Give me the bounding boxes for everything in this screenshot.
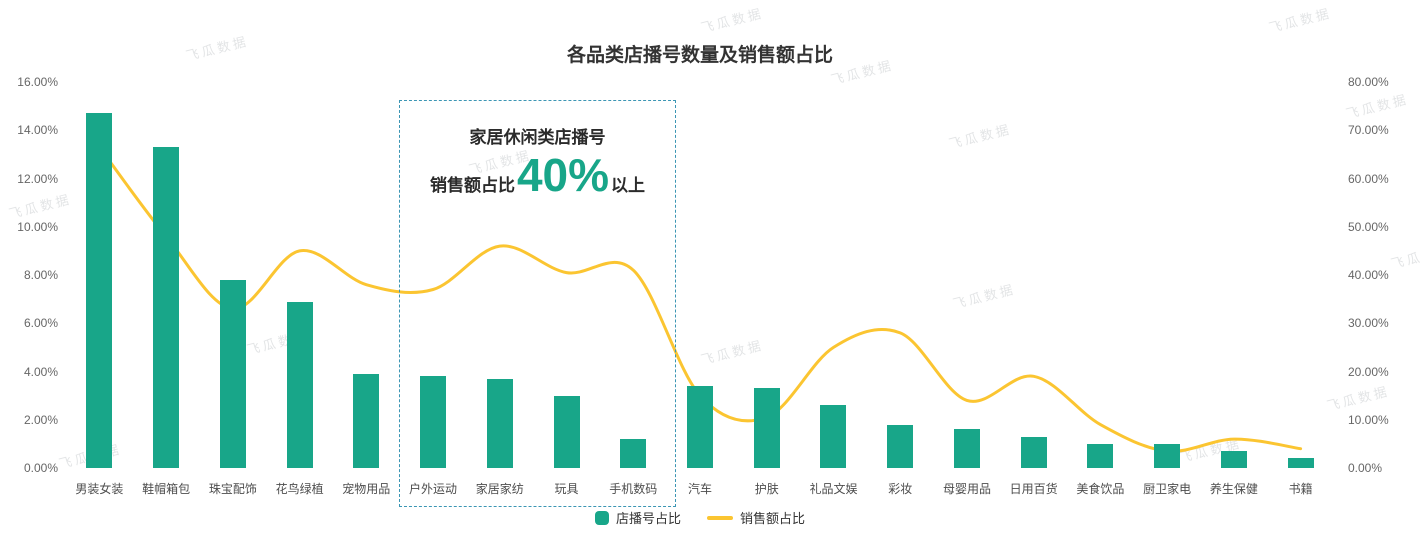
annotation-line2: 销售额占比 40% 以上 [400,152,675,198]
line-series-path[interactable] [97,145,1303,453]
x-axis-category-label: 家居家纺 [475,482,524,496]
x-axis-category-label: 珠宝配饰 [208,482,257,496]
bar[interactable] [353,373,380,468]
x-axis-category-label: 美食饮品 [1076,482,1125,496]
bar[interactable] [620,439,647,468]
left-axis-tick-label: 10.00% [17,219,58,234]
right-axis-tick-label: 80.00% [1348,75,1389,89]
left-axis-tick-label: 2.00% [23,412,58,427]
bar[interactable] [1020,436,1047,468]
left-axis-tick-label: 0.00% [23,461,58,475]
right-axis-tick-label: 60.00% [1348,171,1389,186]
left-axis-tick-label: 12.00% [17,171,58,186]
bar-series-legend-marker [594,510,609,525]
bar[interactable] [486,378,513,468]
annotation-line1: 家居休闲类店播号 [469,128,606,147]
legend: 店播号占比 销售额占比 [66,508,1334,527]
x-axis-category-label: 户外运动 [409,482,458,496]
left-axis-tick-label: 16.00% [17,75,58,89]
x-axis-category-label: 玩具 [554,482,579,496]
bar[interactable] [153,147,180,468]
left-axis-tick-label: 6.00% [23,316,58,331]
bar[interactable] [420,376,447,468]
plot-area [66,82,1334,468]
x-axis-category-label: 男装女装 [75,482,124,496]
left-axis-tick-label: 8.00% [23,268,58,282]
x-axis-category-label: 护肤 [754,482,779,496]
legend-item-bar-series[interactable]: 店播号占比 [594,508,681,527]
bar[interactable] [753,388,780,468]
legend-item-line-series[interactable]: 销售额占比 [707,508,805,527]
x-axis-category-label: 日用百货 [1009,482,1058,496]
x-axis-category-label: 养生保健 [1209,482,1258,496]
x-axis-category-label: 宠物用品 [342,482,391,496]
line-series-legend-marker [707,515,733,520]
left-axis-tick-label: 14.00% [17,123,58,138]
legend-label-line-series: 销售额占比 [740,511,806,526]
bar[interactable] [219,279,246,468]
bar[interactable] [887,424,914,468]
x-axis-category-label: 厨卫家电 [1143,482,1192,496]
bar[interactable] [1087,443,1114,468]
x-axis-category-label: 母婴用品 [942,482,991,496]
right-axis-tick-label: 30.00% [1348,316,1389,331]
x-axis-category-label: 汽车 [687,482,712,496]
x-axis-category-label: 手机数码 [609,482,658,496]
bar[interactable] [1220,451,1247,468]
annotation-suffix: 以上 [611,176,646,195]
annotation-box: 家居休闲类店播号 销售额占比 40% 以上 [399,100,676,507]
annotation-prefix: 销售额占比 [429,176,515,195]
chart-title: 各品类店播号数量及销售额占比 [566,45,833,66]
right-axis-tick-label: 40.00% [1348,268,1389,282]
right-axis-tick-label: 20.00% [1348,364,1389,379]
x-axis-category-label: 鞋帽箱包 [142,482,191,496]
bar[interactable] [953,429,980,468]
line-series-layer [97,145,1303,453]
right-axis-tick-label: 0.00% [1348,461,1383,475]
bar[interactable] [286,301,313,468]
x-axis-category-label: 礼品文娱 [809,482,858,496]
annotation-highlight: 40% [516,149,610,201]
legend-label-bar-series: 店播号占比 [615,511,681,526]
x-axis-category-label: 彩妆 [888,482,913,496]
right-axis-tick-label: 70.00% [1348,123,1389,138]
x-axis-category-label: 书籍 [1288,482,1313,496]
bar[interactable] [86,113,113,468]
bar[interactable] [553,395,580,468]
x-axis-category-label: 花鸟绿植 [275,482,324,496]
bar[interactable] [687,385,713,468]
bar[interactable] [820,405,847,468]
bar[interactable] [1287,458,1314,468]
left-axis-tick-label: 4.00% [23,364,58,379]
bar[interactable] [1154,443,1181,468]
right-axis-tick-label: 50.00% [1348,219,1389,234]
right-axis-tick-label: 10.00% [1348,412,1389,427]
